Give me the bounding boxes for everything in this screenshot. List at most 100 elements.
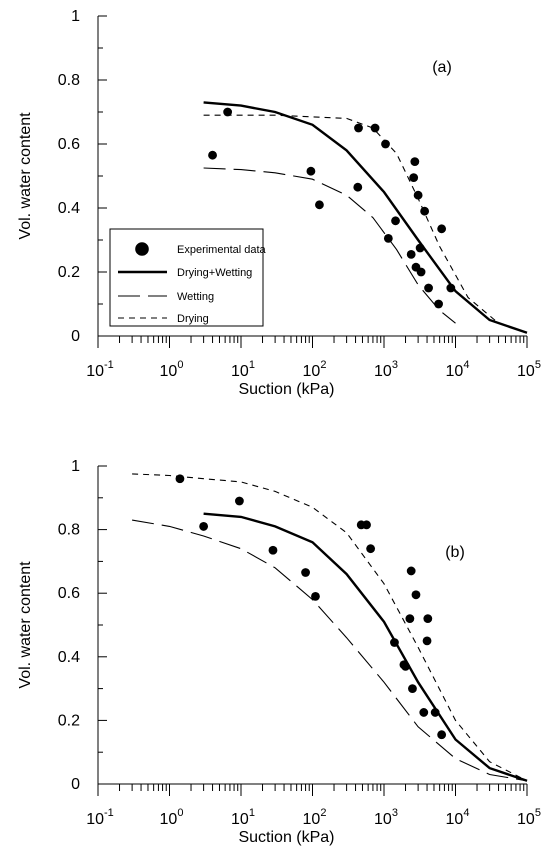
- data-point: [405, 614, 415, 624]
- data-point: [437, 224, 447, 234]
- data-point: [390, 638, 399, 647]
- y-tick-label: 0.2: [58, 264, 80, 281]
- x-tick-label: 100: [160, 807, 184, 828]
- x-tick-base: 10: [303, 363, 321, 380]
- x-tick-base: 10: [517, 811, 535, 828]
- legend-box: [109, 228, 264, 327]
- data-point: [423, 614, 433, 624]
- data-point: [353, 182, 363, 192]
- x-tick-base: 10: [517, 363, 535, 380]
- data-point: [383, 234, 393, 243]
- data-point: [208, 150, 217, 160]
- x-tick-base: 10: [86, 811, 104, 828]
- data-point: [391, 216, 400, 226]
- data-point: [370, 123, 380, 133]
- data-point: [410, 157, 420, 167]
- x-tick-base: 10: [374, 811, 392, 828]
- x-tick-base: 10: [446, 811, 464, 828]
- x-tick-exponent: 1: [249, 359, 255, 371]
- y-tick-label: 1: [71, 8, 80, 25]
- x-tick-base: 10: [160, 811, 178, 828]
- panel-label: (b): [445, 544, 465, 561]
- x-tick-label: 105: [517, 359, 541, 380]
- series-long-dash-line: [203, 167, 456, 324]
- y-tick-label: 0.2: [58, 712, 80, 729]
- x-tick-label: 100: [160, 359, 184, 380]
- data-point: [409, 173, 419, 183]
- data-point: [199, 522, 209, 531]
- x-tick-label: 105: [517, 807, 541, 828]
- data-point: [366, 544, 376, 554]
- series-long-dash-line: [132, 519, 528, 782]
- x-tick-exponent: 2: [320, 359, 326, 371]
- data-point: [446, 283, 456, 293]
- x-tick-base: 10: [231, 811, 249, 828]
- data-point: [416, 267, 426, 277]
- legend-label: Experimental data: [177, 244, 267, 256]
- data-point: [408, 684, 417, 693]
- x-tick-exponent: 4: [463, 807, 469, 819]
- x-tick-base: 10: [446, 363, 464, 380]
- y-tick-label: 0: [71, 776, 80, 793]
- y-tick-label: 0.4: [58, 649, 80, 666]
- data-point: [419, 708, 429, 717]
- x-tick-label: 10-1: [86, 359, 114, 380]
- y-tick-label: 0.6: [58, 585, 80, 602]
- x-tick-label: 103: [374, 359, 398, 380]
- legend-marker: [135, 242, 149, 256]
- data-point: [301, 568, 310, 577]
- y-tick-label: 0.4: [58, 200, 80, 217]
- x-tick-label: 101: [231, 359, 255, 380]
- x-tick-exponent: -1: [104, 359, 114, 371]
- data-point: [311, 591, 320, 601]
- data-point: [362, 520, 371, 530]
- series-short-dash-line: [203, 114, 528, 334]
- x-tick-label: 104: [446, 359, 470, 380]
- data-point: [406, 566, 416, 576]
- series-short-dash-line: [132, 473, 528, 782]
- x-tick-label: 104: [446, 807, 470, 828]
- y-tick-label: 0.8: [58, 72, 80, 89]
- x-tick-label: 10-1: [86, 807, 114, 828]
- data-point: [430, 708, 440, 717]
- y-axis-label: Vol. water content: [17, 561, 34, 689]
- x-tick-exponent: -1: [104, 807, 114, 819]
- data-point: [420, 206, 430, 216]
- x-tick-exponent: 5: [535, 359, 541, 371]
- x-axis-label: Suction (kPa): [238, 829, 334, 846]
- data-point: [354, 123, 363, 133]
- y-tick-label: 0.8: [58, 522, 80, 539]
- x-tick-exponent: 3: [392, 359, 398, 371]
- legend-label: Drying+Wetting: [177, 267, 252, 279]
- x-tick-base: 10: [86, 363, 104, 380]
- data-point: [235, 496, 244, 506]
- data-point: [306, 166, 316, 176]
- x-tick-base: 10: [374, 363, 392, 380]
- x-tick-base: 10: [303, 811, 321, 828]
- x-tick-label: 101: [231, 807, 255, 828]
- y-axis-label: Vol. water content: [17, 112, 34, 240]
- data-point: [175, 474, 185, 484]
- x-tick-exponent: 2: [320, 807, 326, 819]
- data-point: [415, 243, 425, 253]
- x-tick-label: 103: [374, 807, 398, 828]
- data-point: [424, 283, 433, 293]
- data-point: [268, 545, 278, 555]
- x-tick-label: 102: [303, 807, 327, 828]
- x-tick-exponent: 5: [535, 807, 541, 819]
- data-point: [437, 730, 447, 740]
- y-tick-label: 0: [71, 328, 80, 345]
- data-point: [434, 299, 443, 309]
- x-tick-exponent: 0: [177, 807, 183, 819]
- data-point: [406, 250, 416, 259]
- x-tick-exponent: 4: [463, 359, 469, 371]
- legend-label: Drying: [177, 313, 209, 325]
- series-thick-solid-line: [203, 101, 528, 334]
- x-tick-exponent: 0: [177, 359, 183, 371]
- legend: Experimental data Drying+Wetting Wetting Dr…: [109, 228, 267, 327]
- y-tick-label: 0.6: [58, 136, 80, 153]
- data-point: [381, 139, 390, 149]
